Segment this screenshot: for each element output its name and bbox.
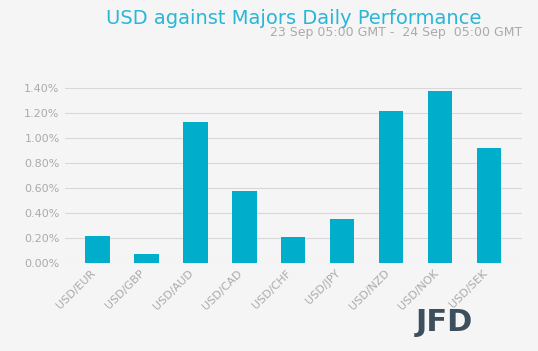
Text: 23 Sep 05:00 GMT -  24 Sep  05:00 GMT: 23 Sep 05:00 GMT - 24 Sep 05:00 GMT (270, 26, 522, 39)
Bar (86, 236, 110, 263)
Bar (379, 111, 404, 263)
Bar (330, 219, 355, 263)
Bar (232, 191, 257, 263)
Bar (134, 254, 159, 263)
Bar (281, 237, 306, 263)
Title: USD against Majors Daily Performance: USD against Majors Daily Performance (105, 9, 481, 28)
Bar (428, 91, 452, 263)
Bar (183, 122, 208, 263)
Bar (477, 148, 501, 263)
Text: JFD: JFD (416, 308, 473, 337)
